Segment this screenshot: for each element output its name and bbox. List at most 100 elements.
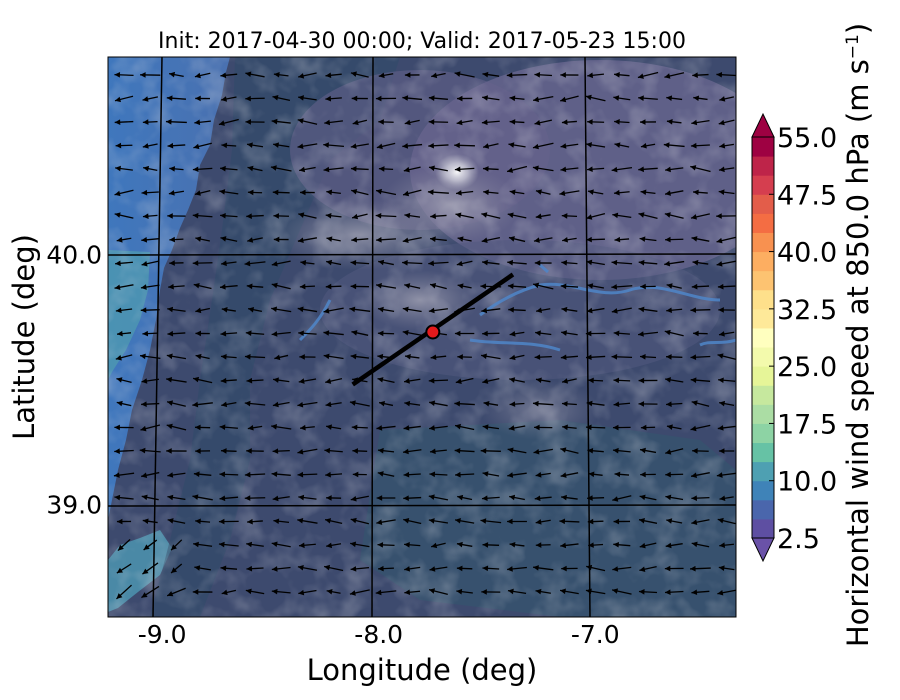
wind-arrow [690,354,711,361]
wind-arrow [221,401,237,408]
colorbar-tick-label: 17.5 [777,409,837,440]
wind-arrow [404,283,421,289]
wind-arrow [640,283,656,290]
wind-arrow [640,189,656,196]
wind-arrow [114,189,134,197]
wind-arrow [404,353,420,360]
wind-arrow [378,72,394,79]
wind-arrow [665,448,684,455]
wind-arrow [431,542,446,549]
wind-arrow [507,566,527,572]
wind-arrow [323,142,344,148]
wind-arrow [192,589,213,595]
wind-arrow [455,377,474,385]
wind-arrow [272,448,290,454]
wind-arrow [325,95,342,102]
wind-arrow [533,565,554,571]
wind-arrow [638,95,658,101]
wind-arrow [664,329,684,337]
wind-arrow [612,212,632,219]
y-tick-labels: 40.0 39.0 [46,241,102,520]
parallel-gridline [108,504,736,507]
wind-arrow [429,448,447,455]
wind-arrow [535,588,551,595]
wind-arrow [690,165,711,173]
wind-arrow [639,119,657,125]
wind-arrow [378,166,394,172]
wind-arrow [114,119,134,125]
wind-arrow [587,518,604,525]
colorbar-label: Horizontal wind speed at 850.0 hPa (m s−… [841,23,875,647]
wind-arrow [350,353,369,360]
wind-arrow [325,378,343,384]
wind-arrow [664,589,684,595]
wind-arrow [612,566,632,572]
wind-arrow [483,400,499,407]
wind-arrow [378,565,394,572]
wind-arrow [717,283,736,290]
wind-arrow [506,72,528,78]
wind-arrow [481,237,501,243]
wind-arrow [717,425,736,431]
wind-arrow [220,236,238,242]
wind-arrow [246,448,264,454]
wind-arrow [326,189,341,196]
wind-arrow [640,471,656,478]
colorbar-segment [752,194,774,214]
wind-arrow [613,377,631,384]
wind-arrow [141,471,160,479]
wind-arrow [716,71,736,78]
wind-arrow [612,495,632,502]
wind-arrow [480,518,502,524]
wind-arrow [116,330,132,337]
wind-arrow [509,95,525,102]
wind-arrow [482,259,500,266]
wind-arrow [509,331,525,337]
wind-arrow [639,494,657,501]
wind-arrow [508,236,526,243]
wind-arrow [218,541,239,548]
wind-arrow [352,471,367,478]
wind-arrow [665,542,683,549]
wind-arrow [428,518,449,524]
wind-arrow [691,519,710,525]
wind-arrow [611,307,632,314]
wind-arrow [690,472,710,479]
wind-arrow [114,284,134,290]
wind-arrow [402,330,422,336]
wind-arrow [588,377,604,384]
wind-arrow [638,166,658,173]
wind-arrow [325,401,342,408]
wind-arrow [349,400,370,407]
colorbar-segment [752,137,774,157]
wind-arrow [143,165,158,172]
wind-arrow [375,188,397,196]
wind-arrow [666,283,682,289]
colorbar-segment [752,366,774,386]
wind-arrow [218,118,239,126]
wind-arrow [718,307,735,313]
colorbar-segment [752,385,774,405]
wind-arrow [299,354,316,360]
colorbar-segment [752,232,774,253]
wind-arrow [272,495,290,502]
wind-arrow [221,306,236,313]
wind-arrow [376,142,396,150]
wind-arrow [195,236,210,242]
wind-arrow [560,283,579,290]
map-plot-area [108,57,736,617]
wind-arrow [195,95,210,102]
colorbar-segment [752,347,774,367]
wind-arrow [430,213,447,219]
wind-arrow [350,566,370,572]
colorbar-segment [752,213,774,233]
wind-arrow [402,306,422,313]
wind-arrow [375,282,397,289]
wind-arrow [404,119,420,126]
wind-arrow [167,306,186,313]
wind-arrow [611,588,632,595]
wind-arrow [638,212,658,219]
wind-arrow [559,190,580,197]
wind-arrow [561,213,578,219]
wind-arrow [664,565,684,572]
